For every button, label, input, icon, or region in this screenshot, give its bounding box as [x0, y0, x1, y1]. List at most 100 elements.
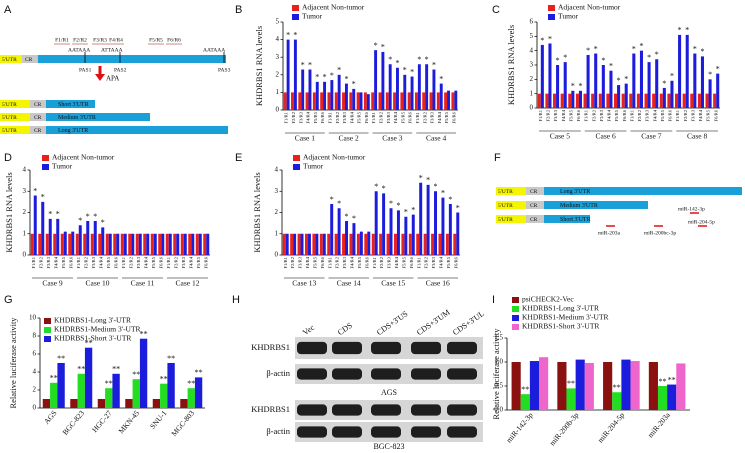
significance-label: *	[434, 182, 438, 191]
significance-label: *	[33, 186, 37, 195]
x-tick-label: AGS	[42, 409, 59, 426]
mirna-label: miR-204-5p	[688, 219, 715, 225]
x-tick-label: F5/R5	[151, 256, 156, 268]
significance-label: *	[578, 82, 582, 91]
bar	[180, 233, 184, 255]
bar	[183, 233, 187, 255]
bar	[198, 233, 202, 255]
bar	[167, 363, 175, 408]
significance-label: *	[632, 44, 636, 53]
cr-box	[30, 113, 46, 121]
bar	[647, 62, 651, 108]
bar	[713, 93, 717, 108]
mirna-label: miR-203a	[598, 230, 621, 236]
x-tick-label: F4/R4	[98, 256, 103, 268]
bar	[601, 65, 605, 108]
bar	[291, 92, 294, 110]
group-label: Case 9	[42, 279, 62, 288]
legend-label: KHDRBS1-Short 3'-UTR	[522, 322, 599, 331]
bar	[283, 92, 287, 110]
bar	[716, 73, 720, 108]
bar	[33, 195, 37, 255]
cr-label: CR	[530, 217, 538, 223]
utr5-box	[0, 100, 30, 108]
bar	[48, 218, 52, 255]
bar	[439, 83, 443, 110]
bar	[393, 233, 397, 255]
bar	[323, 81, 327, 110]
bar	[417, 64, 421, 110]
bar	[176, 233, 180, 255]
x-tick-label: F3/R3	[430, 111, 435, 123]
significance-label: **	[112, 365, 120, 374]
cr-box	[30, 100, 46, 108]
bar	[385, 92, 389, 110]
x-tick-label: F6/R6	[320, 256, 325, 268]
x-tick-label: F6/R6	[113, 256, 118, 268]
legend-swatch	[292, 14, 299, 20]
y-tick-label: 0	[276, 106, 280, 114]
x-tick-label: F1/R1	[283, 256, 288, 268]
significance-label: *	[286, 30, 290, 39]
bar	[150, 233, 154, 255]
significance-label: *	[345, 212, 349, 221]
bar	[132, 379, 140, 408]
legend-label: Tumor	[52, 162, 73, 171]
legend-swatch	[293, 155, 300, 161]
cr-box	[30, 126, 46, 134]
legend-label: Tumor	[558, 12, 579, 21]
bar	[609, 70, 613, 108]
bar	[334, 233, 338, 255]
bar	[285, 233, 289, 255]
x-tick-label: F6/R6	[668, 109, 673, 121]
bar	[125, 399, 133, 408]
legend-swatch	[44, 327, 51, 333]
x-tick-label: F6/R6	[576, 109, 581, 121]
bar	[359, 92, 363, 110]
significance-label: *	[330, 71, 334, 80]
x-tick-label: F2/R2	[683, 109, 688, 121]
x-tick-label: F6/R6	[364, 256, 369, 268]
x-tick-label: F4/R4	[350, 256, 355, 268]
bar	[342, 92, 345, 110]
significance-label: *	[586, 46, 590, 55]
bar	[367, 231, 371, 255]
x-tick-label: F5/R5	[401, 256, 406, 268]
mirna-label: miR-200bc-3p	[644, 230, 676, 236]
blot-band	[371, 426, 401, 438]
bar	[356, 233, 360, 255]
x-tick-label: F3/R3	[342, 111, 347, 123]
bar	[584, 362, 594, 410]
utr5-box	[0, 113, 30, 121]
group-label: Case 1	[295, 134, 315, 143]
x-tick-label: F2/R2	[637, 109, 642, 121]
y-axis-label: KHDRBS1 RNA levels	[252, 172, 262, 252]
x-tick-label: F1/R1	[76, 256, 81, 268]
x-tick-label: F5/R5	[312, 256, 317, 268]
group-label: Case 16	[426, 279, 450, 288]
panel-letter: H	[232, 294, 240, 306]
bar	[363, 92, 367, 110]
x-tick-label: F5/R5	[446, 256, 451, 268]
bar	[371, 233, 375, 255]
x-tick-label: F4/R4	[652, 109, 657, 121]
lane-label: CDS	[336, 321, 354, 337]
isoform-label: Medium 3'UTR	[58, 115, 96, 121]
significance-label: *	[389, 199, 393, 208]
bar	[598, 93, 602, 108]
bar	[105, 388, 113, 408]
signal-label: ATTAAA	[101, 47, 123, 53]
pas-label: PAS2	[114, 67, 127, 73]
y-tick-label: 1	[275, 229, 279, 237]
x-tick-label: F2/R2	[173, 256, 178, 268]
bar	[389, 208, 393, 255]
blot-band	[332, 404, 362, 416]
y-tick-label: 4	[23, 166, 27, 174]
x-tick-label: F1/R1	[538, 109, 543, 121]
bar	[108, 233, 112, 255]
bar	[152, 399, 161, 408]
x-tick-label: F1/R1	[675, 109, 680, 121]
x-tick-label: F4/R4	[437, 111, 442, 123]
panel-letter: A	[4, 4, 12, 16]
y-tick-label: 2	[23, 208, 27, 216]
